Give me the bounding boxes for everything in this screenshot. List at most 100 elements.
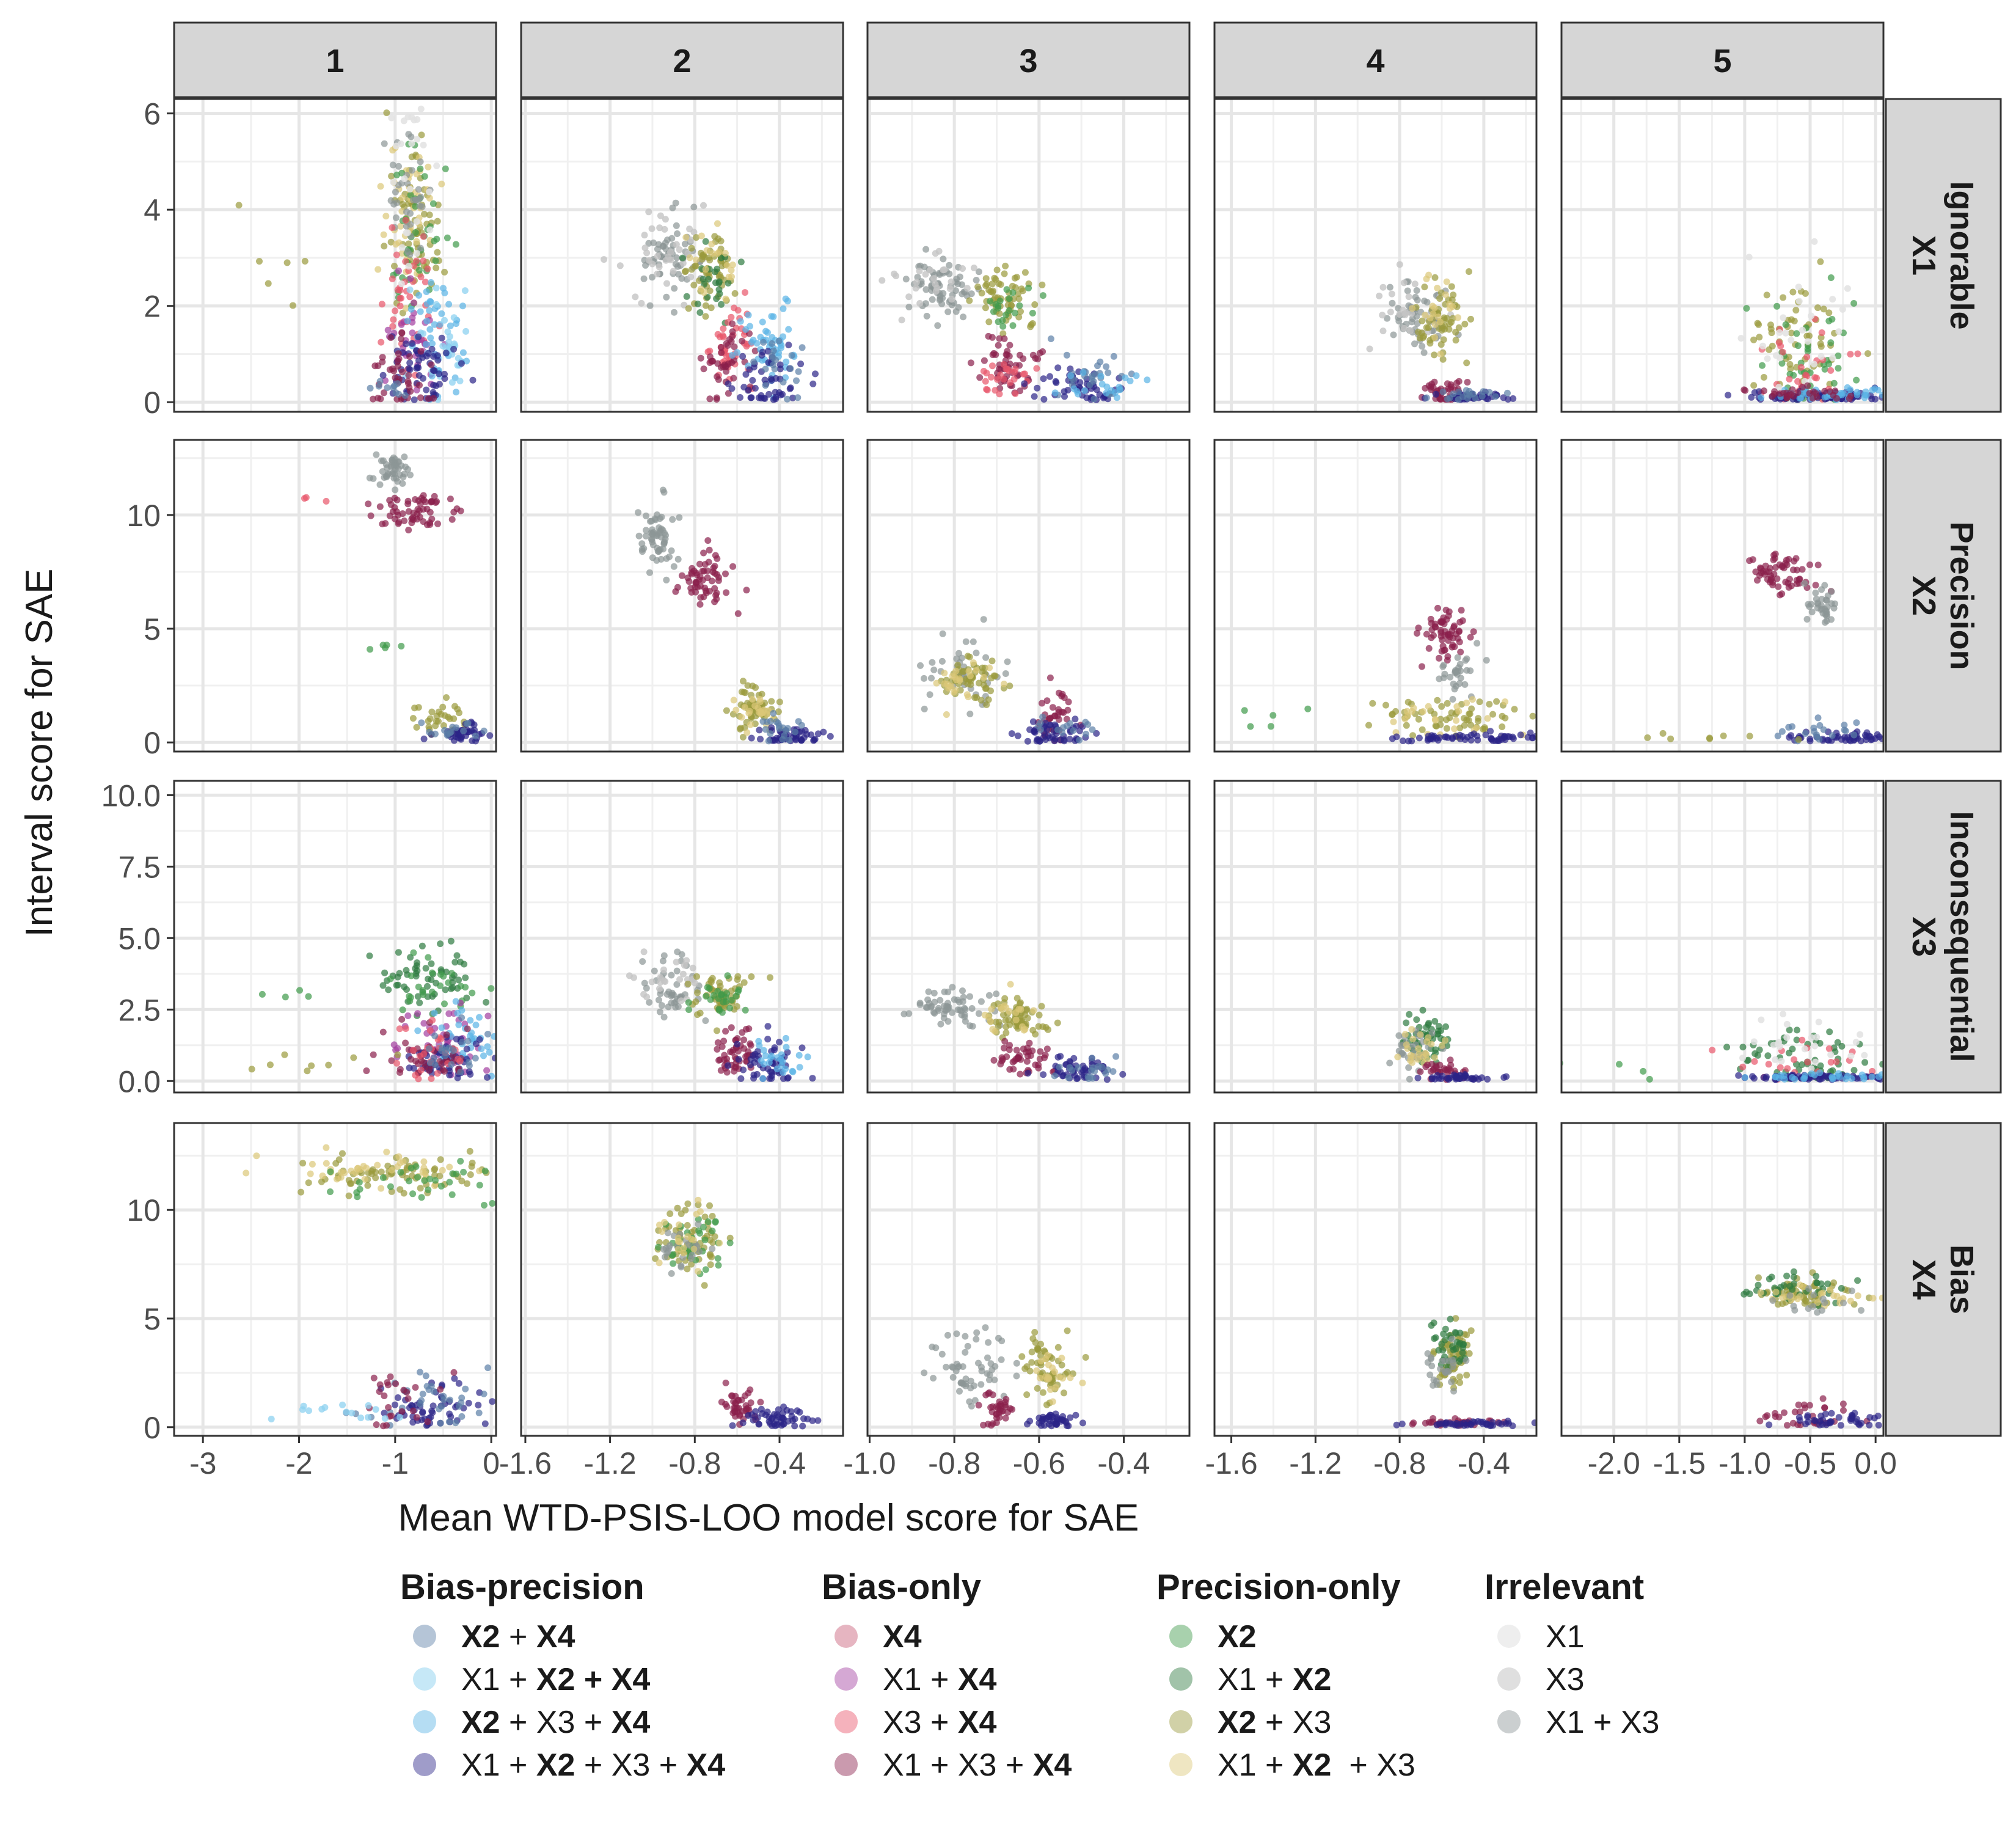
point-p4 — [746, 708, 753, 715]
point-p3 — [426, 715, 434, 722]
point-p4 — [756, 695, 764, 703]
point-b4 — [976, 374, 984, 381]
point-i3 — [1406, 1075, 1413, 1083]
point-p3 — [1006, 682, 1013, 690]
point-p4 — [380, 231, 387, 238]
point-p3 — [767, 974, 773, 981]
point-i3 — [926, 691, 933, 698]
point-b4 — [1809, 395, 1816, 402]
point-i1 — [1813, 1034, 1821, 1041]
point-p3 — [1365, 722, 1372, 729]
point-bp4 — [1414, 1074, 1422, 1081]
point-p4 — [728, 273, 735, 280]
point-bp1 — [1774, 733, 1781, 739]
point-bp1 — [464, 1037, 472, 1045]
point-p2 — [412, 965, 419, 972]
point-i3 — [1002, 670, 1009, 677]
point-p3 — [1486, 701, 1493, 708]
point-bp1 — [1051, 1072, 1058, 1080]
point-b3 — [424, 265, 431, 273]
point-bp1 — [417, 1369, 423, 1376]
point-bp1 — [770, 354, 776, 362]
point-p2 — [1793, 1036, 1800, 1044]
point-p3 — [694, 989, 701, 997]
point-bp1 — [436, 1405, 443, 1413]
point-b4 — [1740, 386, 1748, 393]
point-p4 — [1423, 276, 1430, 282]
point-i1 — [1808, 1034, 1815, 1041]
point-p3 — [266, 1061, 274, 1069]
point-i1 — [1778, 1058, 1785, 1065]
point-p3 — [1003, 1029, 1010, 1036]
point-p4 — [374, 1162, 381, 1169]
point-p1 — [1616, 1061, 1623, 1068]
point-bp4 — [1442, 733, 1450, 741]
point-p3 — [443, 694, 450, 701]
point-i2 — [656, 224, 663, 232]
point-p4 — [243, 1169, 250, 1177]
panel-gridlines — [521, 440, 843, 752]
facet-panel-r3-c1 — [173, 780, 497, 1094]
point-b4 — [1783, 389, 1790, 397]
point-bp3 — [1780, 1072, 1788, 1079]
point-p1 — [429, 200, 437, 207]
point-bp3 — [1144, 376, 1151, 384]
point-b4 — [394, 357, 401, 365]
point-p2 — [449, 984, 456, 991]
point-p3 — [1756, 334, 1763, 341]
point-p4 — [1437, 318, 1444, 326]
point-p2 — [1431, 1018, 1439, 1025]
point-p1 — [712, 1218, 719, 1225]
point-bp2 — [305, 1407, 312, 1414]
point-p1 — [428, 969, 436, 976]
point-p2 — [1751, 1050, 1759, 1057]
point-b4 — [714, 1045, 721, 1053]
point-p3 — [716, 979, 723, 986]
point-bp4 — [1061, 388, 1068, 395]
point-p3 — [985, 318, 993, 326]
point-p2 — [379, 982, 387, 989]
point-b3 — [1709, 1047, 1716, 1054]
point-p1 — [410, 949, 417, 956]
point-b4 — [696, 601, 704, 608]
point-i2 — [601, 256, 608, 263]
point-p3 — [1760, 374, 1767, 381]
point-b4 — [1775, 583, 1782, 590]
point-bp4 — [418, 1416, 425, 1424]
point-p1 — [990, 308, 997, 315]
panel-border — [520, 780, 844, 1094]
point-b3 — [1802, 371, 1810, 379]
point-i2 — [687, 236, 695, 244]
point-b4 — [1447, 1056, 1454, 1064]
point-b2 — [484, 1012, 492, 1020]
point-p4 — [973, 667, 980, 674]
point-p3 — [418, 131, 425, 139]
point-bp4 — [446, 1072, 453, 1078]
point-p1 — [685, 999, 692, 1006]
point-p1 — [1804, 348, 1811, 355]
point-i3 — [373, 451, 380, 458]
point-bp1 — [787, 365, 794, 372]
point-bp3 — [1127, 378, 1134, 384]
point-bp4 — [767, 1068, 774, 1075]
point-bp4 — [735, 1056, 742, 1063]
point-i2 — [630, 974, 637, 981]
point-bp4 — [1014, 732, 1021, 739]
point-p2 — [1816, 1040, 1824, 1047]
point-p3 — [1039, 1023, 1046, 1030]
point-i3 — [1483, 657, 1490, 664]
point-bp2 — [365, 1402, 372, 1409]
point-bp3 — [1758, 394, 1765, 401]
point-i3 — [669, 516, 676, 523]
point-bp1 — [1090, 378, 1097, 385]
point-p1 — [726, 1239, 734, 1246]
panel-border — [1213, 439, 1538, 753]
point-bp4 — [809, 1075, 816, 1082]
point-p3 — [1443, 725, 1450, 732]
point-bp3 — [1800, 1075, 1807, 1082]
point-p4 — [476, 1167, 483, 1174]
point-p2 — [1794, 1026, 1800, 1034]
point-b4 — [718, 1399, 725, 1406]
point-b3 — [420, 233, 427, 240]
point-i2 — [878, 277, 886, 284]
